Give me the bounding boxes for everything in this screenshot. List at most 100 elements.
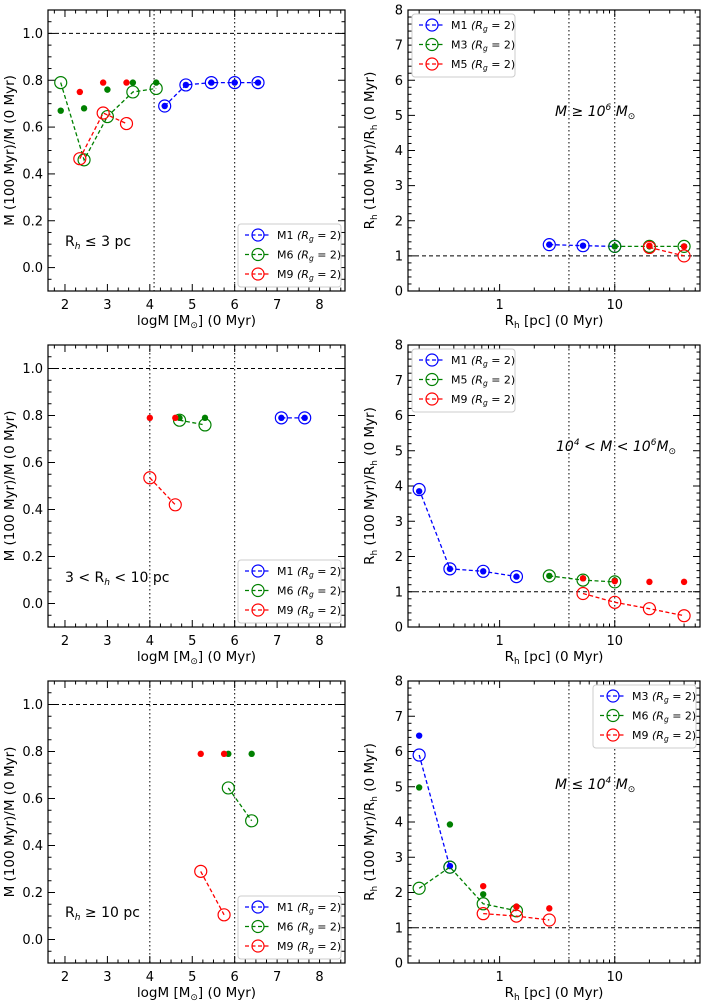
x-tick-label: 5	[188, 634, 196, 649]
data-dot-M9	[546, 905, 553, 912]
y-axis-label: M (100 Myr)/M (0 Myr)	[2, 411, 18, 562]
y-tick-label: 4	[395, 144, 403, 159]
data-dot-M6	[104, 86, 111, 93]
y-tick-label: 1.0	[22, 362, 43, 377]
y-tick-label: 4	[395, 816, 403, 831]
legend-marker	[425, 37, 439, 52]
annotation-label: 104 < M < 106M⊙	[556, 438, 676, 457]
y-tick-label: 0.2	[22, 214, 43, 229]
data-dot-M1	[415, 488, 423, 495]
series-line-M3	[418, 754, 451, 868]
data-dot-M6	[480, 891, 487, 898]
data-point-M1	[509, 569, 524, 584]
y-tick-label: 1.0	[22, 27, 43, 42]
legend-marker	[251, 900, 265, 914]
y-tick-label: 3	[395, 851, 403, 866]
y-tick-label: 3	[395, 515, 403, 530]
y-tick-label: 0.6	[22, 121, 43, 136]
plot-frame	[47, 9, 346, 292]
data-dot-M9	[99, 79, 107, 86]
annotation-label: M ≥ 106 M⊙	[555, 103, 635, 122]
plot-frame	[47, 344, 346, 628]
data-dot-M9	[76, 88, 84, 96]
data-dot-M9	[579, 575, 587, 582]
chart-panel-3: 2 3 4 5 6 7 8 0.0 0.2 0.4 0.6 0.8 1.0 logM [M⊙] (0 My…	[2, 344, 346, 667]
series-line-M1	[164, 81, 258, 107]
data-dot-M9	[680, 578, 688, 586]
x-tick-label: 3	[103, 298, 111, 313]
legend-label: M1 (Rg = 2)	[277, 565, 341, 580]
y-tick-label: 0.2	[22, 886, 43, 901]
data-point-M9	[96, 106, 110, 120]
x-axis-label: Rh [pc] (0 Myr)	[505, 649, 604, 667]
y-tick-label: 0	[395, 285, 403, 300]
x-axis-label: logM [M⊙] (0 Myr)	[137, 649, 256, 667]
y-tick-label: 2	[395, 550, 403, 565]
legend-label: M1 (Rg = 2)	[277, 229, 341, 244]
y-tick-label: 0	[395, 957, 403, 972]
legend: M3 (Rg = 2) M6 (Rg = 2) M9 (Rg = 2)	[592, 684, 697, 749]
chart-panel-5: 2 3 4 5 6 7 8 0.0 0.2 0.4 0.6 0.8 1.0 logM [M⊙] (0 My…	[2, 680, 346, 1003]
data-dot-M6	[129, 79, 137, 86]
legend-label: M1 (Rg = 2)	[451, 19, 515, 34]
data-point-M3	[412, 748, 426, 762]
x-tick-label: 5	[188, 298, 196, 313]
y-tick-label: 0.8	[22, 745, 43, 760]
y-tick-label: 7	[395, 374, 403, 389]
data-point-M6	[221, 781, 235, 795]
x-tick-label: 10	[606, 970, 623, 985]
y-tick-label: 0.0	[22, 933, 43, 948]
data-dot-M9	[480, 882, 487, 890]
y-tick-label: 0.6	[22, 456, 43, 471]
x-tick-label: 1	[495, 970, 503, 985]
data-dot-M9	[146, 414, 154, 422]
data-dot-M9	[513, 903, 520, 910]
data-dot-M1	[546, 241, 553, 248]
data-point-M3	[608, 239, 622, 253]
data-point-M9	[576, 586, 590, 601]
data-dot-M6	[415, 784, 423, 791]
y-tick-label: 0.0	[22, 261, 43, 276]
series-line-M9	[582, 592, 685, 617]
data-dot-M6	[152, 79, 160, 86]
y-tick-label: 6	[395, 409, 403, 424]
data-point-M6	[443, 860, 457, 874]
legend: M1 (Rg = 2) M6 (Rg = 2) M9 (Rg = 2)	[237, 895, 342, 960]
y-tick-label: 6	[395, 74, 403, 89]
y-axis-label: Rh (100 Myr)/Rh (0 Myr)	[362, 72, 380, 230]
legend-marker	[425, 353, 439, 367]
data-dot-M6	[248, 750, 255, 758]
legend-marker	[606, 689, 620, 703]
legend-label: M6 (Rg = 2)	[277, 249, 341, 264]
data-dot-M9	[220, 750, 228, 758]
x-tick-label: 8	[315, 970, 323, 985]
legend-marker	[251, 919, 265, 934]
annotation-label: 3 < Rh < 10 pc	[65, 570, 169, 588]
y-tick-label: 3	[395, 179, 403, 194]
legend-label: M1 (Rg = 2)	[451, 354, 515, 369]
legend-label: M6 (Rg = 2)	[277, 921, 341, 936]
data-dot-M1	[161, 102, 168, 110]
x-tick-label: 8	[315, 634, 323, 649]
legend-marker	[251, 939, 265, 953]
plot-frame	[407, 9, 701, 292]
data-point-M9	[194, 864, 208, 878]
legend-label: M1 (Rg = 2)	[277, 901, 341, 916]
x-axis-label: Rh [pc] (0 Myr)	[505, 313, 604, 331]
data-point-M9	[143, 471, 157, 485]
legend-marker	[425, 392, 439, 406]
data-point-M9	[677, 609, 691, 623]
data-point-M1	[179, 78, 193, 92]
y-tick-label: 0.2	[22, 550, 43, 565]
plot-frame	[47, 680, 346, 964]
data-dot-M1	[446, 565, 454, 573]
y-tick-label: 0.0	[22, 597, 43, 612]
data-point-M9	[476, 907, 490, 921]
x-tick-label: 10	[606, 298, 623, 313]
legend-label: M6 (Rg = 2)	[632, 710, 696, 725]
data-point-M1	[158, 99, 172, 113]
y-axis-label: Rh (100 Myr)/Rh (0 Myr)	[362, 743, 380, 901]
data-point-M9	[168, 498, 182, 512]
data-point-M5	[576, 573, 590, 587]
